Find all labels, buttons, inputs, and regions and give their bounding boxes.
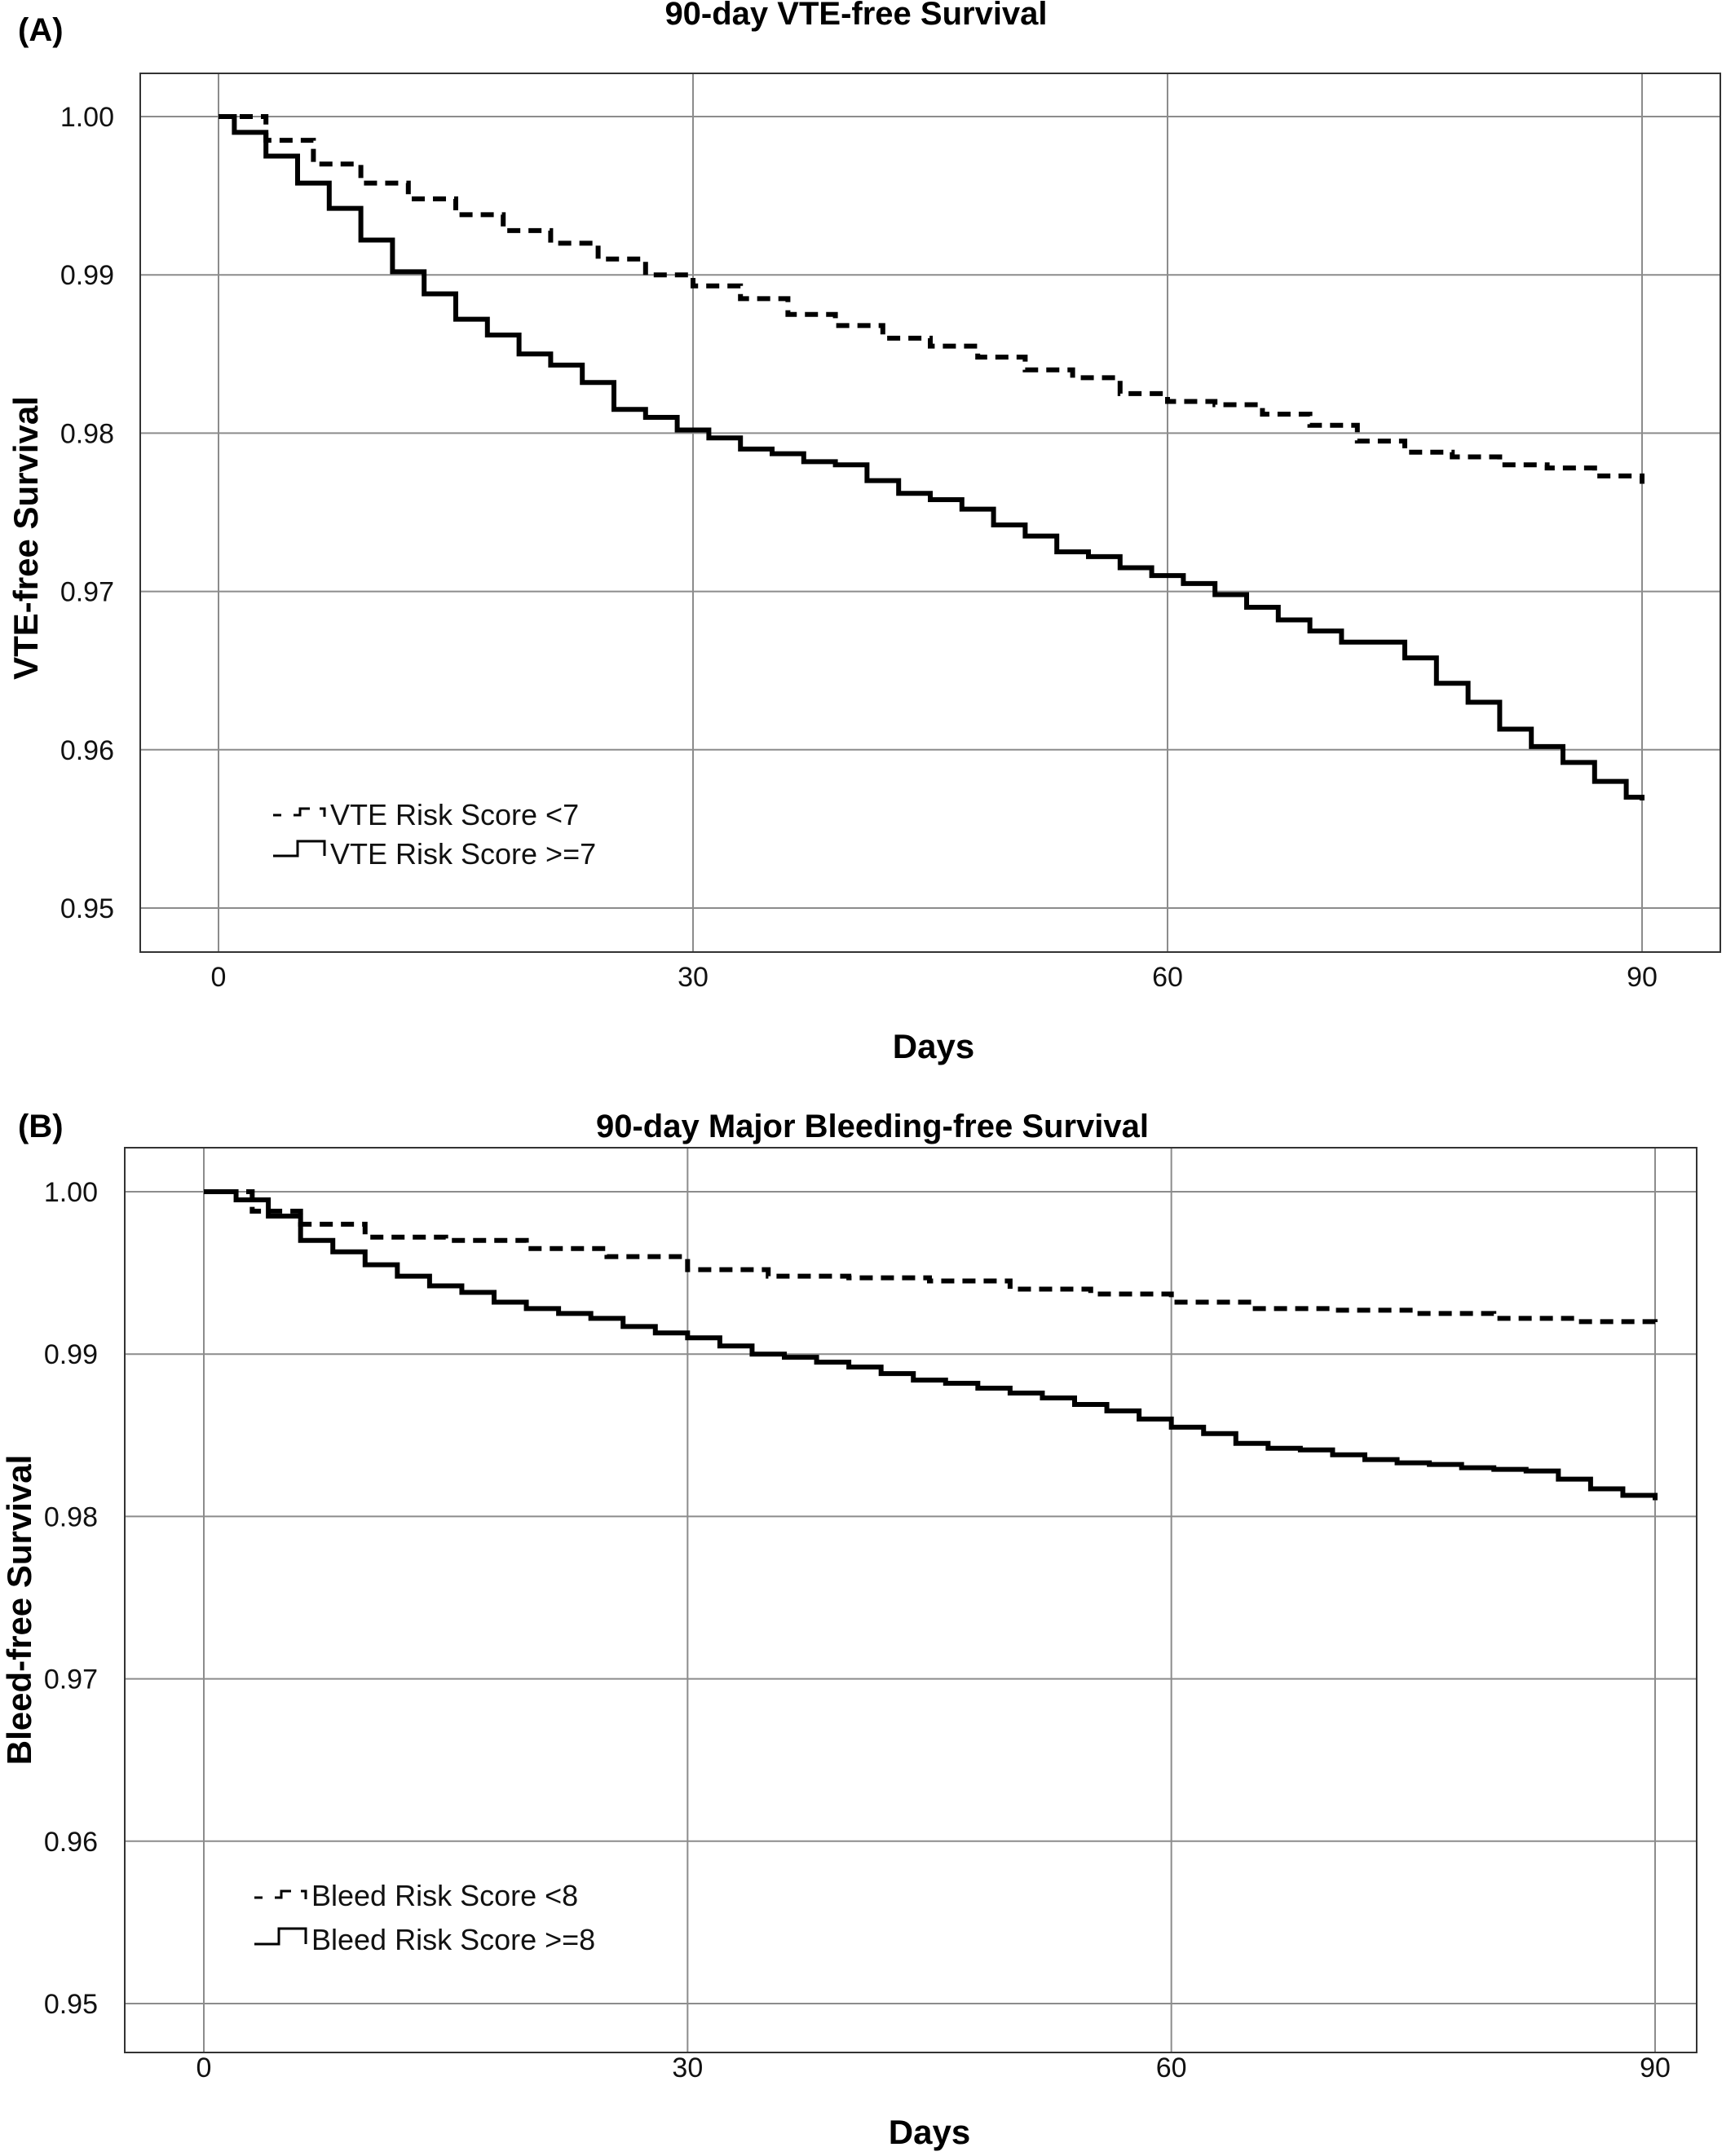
panel-b-title: 90-day Major Bleeding-free Survival <box>596 1109 1149 1144</box>
y-tick-label: 0.96 <box>60 735 114 766</box>
series-line-solid <box>219 114 1644 800</box>
y-tick-label: 0.95 <box>60 893 114 924</box>
y-tick-label: 0.98 <box>44 1501 98 1532</box>
panel-b-x-tick-labels: 0 30 60 90 <box>196 2052 1671 2083</box>
panel-a-legend-item-dashed: VTE Risk Score <7 <box>273 798 579 831</box>
solid-step-legend-icon <box>254 1927 307 1946</box>
panel-b-y-tick-labels: 1.00 0.99 0.98 0.97 0.96 0.95 <box>44 1177 98 2020</box>
x-tick-label: 0 <box>196 2052 212 2083</box>
panel-b-tag: (B) <box>18 1109 64 1144</box>
panel-a-tag: (A) <box>18 12 64 48</box>
panel-b-plot-frame <box>124 1147 1697 2053</box>
x-tick-label: 30 <box>678 962 709 993</box>
series-line-solid <box>204 1189 1658 1501</box>
panel-b-series <box>204 1189 1658 1501</box>
x-tick-label: 90 <box>1640 2052 1671 2083</box>
panel-b-grid <box>125 1148 1697 2052</box>
panel-a: (A) 90-day VTE-free Survival 1.00 0.99 0.9… <box>7 0 1721 1065</box>
panel-b-legend-item-dashed: Bleed Risk Score <8 <box>254 1879 578 1912</box>
panel-a-plot-frame <box>139 73 1721 953</box>
panel-b-legend-item-solid: Bleed Risk Score >=8 <box>254 1923 595 1956</box>
x-tick-label: 60 <box>1156 2052 1187 2083</box>
y-tick-label: 1.00 <box>60 102 114 133</box>
panel-b-legend-label-solid: Bleed Risk Score >=8 <box>311 1923 595 1956</box>
panel-b-y-axis-title: Bleed-free Survival <box>0 1455 38 1766</box>
series-line-dashed <box>219 114 1644 484</box>
panel-a-x-tick-labels: 0 30 60 90 <box>211 962 1658 993</box>
panel-a-legend-label-solid: VTE Risk Score >=7 <box>330 837 596 871</box>
panel-a-y-axis-title: VTE-free Survival <box>7 396 45 680</box>
panel-b-legend: Bleed Risk Score <8 Bleed Risk Score >=8 <box>254 1879 595 1956</box>
panel-a-legend-item-solid: VTE Risk Score >=7 <box>273 837 596 871</box>
panel-a-legend: VTE Risk Score <7 VTE Risk Score >=7 <box>273 798 596 871</box>
x-tick-label: 30 <box>672 2052 703 2083</box>
panel-a-legend-label-dashed: VTE Risk Score <7 <box>330 798 579 831</box>
panel-b-legend-label-dashed: Bleed Risk Score <8 <box>311 1879 578 1912</box>
series-line-dashed <box>204 1189 1658 1325</box>
y-tick-label: 0.97 <box>44 1664 98 1695</box>
panel-a-x-axis-title: Days <box>893 1027 974 1065</box>
panel-a-grid <box>140 73 1720 952</box>
y-tick-label: 0.99 <box>44 1339 98 1370</box>
panel-a-y-tick-labels: 1.00 0.99 0.98 0.97 0.96 0.95 <box>60 102 114 924</box>
dashed-step-legend-icon <box>273 807 326 817</box>
y-tick-label: 0.99 <box>60 260 114 291</box>
y-tick-label: 0.95 <box>44 1989 98 2020</box>
x-tick-label: 0 <box>211 962 227 993</box>
x-tick-label: 90 <box>1627 962 1658 993</box>
y-tick-label: 0.97 <box>60 577 114 608</box>
panel-b: (B) 90-day Major Bleeding-free Survival … <box>0 1109 1697 2151</box>
panel-a-series <box>219 114 1644 800</box>
panel-a-title: 90-day VTE-free Survival <box>664 0 1047 32</box>
solid-step-legend-icon <box>273 840 326 858</box>
y-tick-label: 0.98 <box>60 418 114 449</box>
x-tick-label: 60 <box>1152 962 1183 993</box>
dashed-step-legend-icon <box>254 1889 307 1899</box>
y-tick-label: 0.96 <box>44 1827 98 1858</box>
y-tick-label: 1.00 <box>44 1177 98 1208</box>
panel-b-x-axis-title: Days <box>889 2113 970 2151</box>
